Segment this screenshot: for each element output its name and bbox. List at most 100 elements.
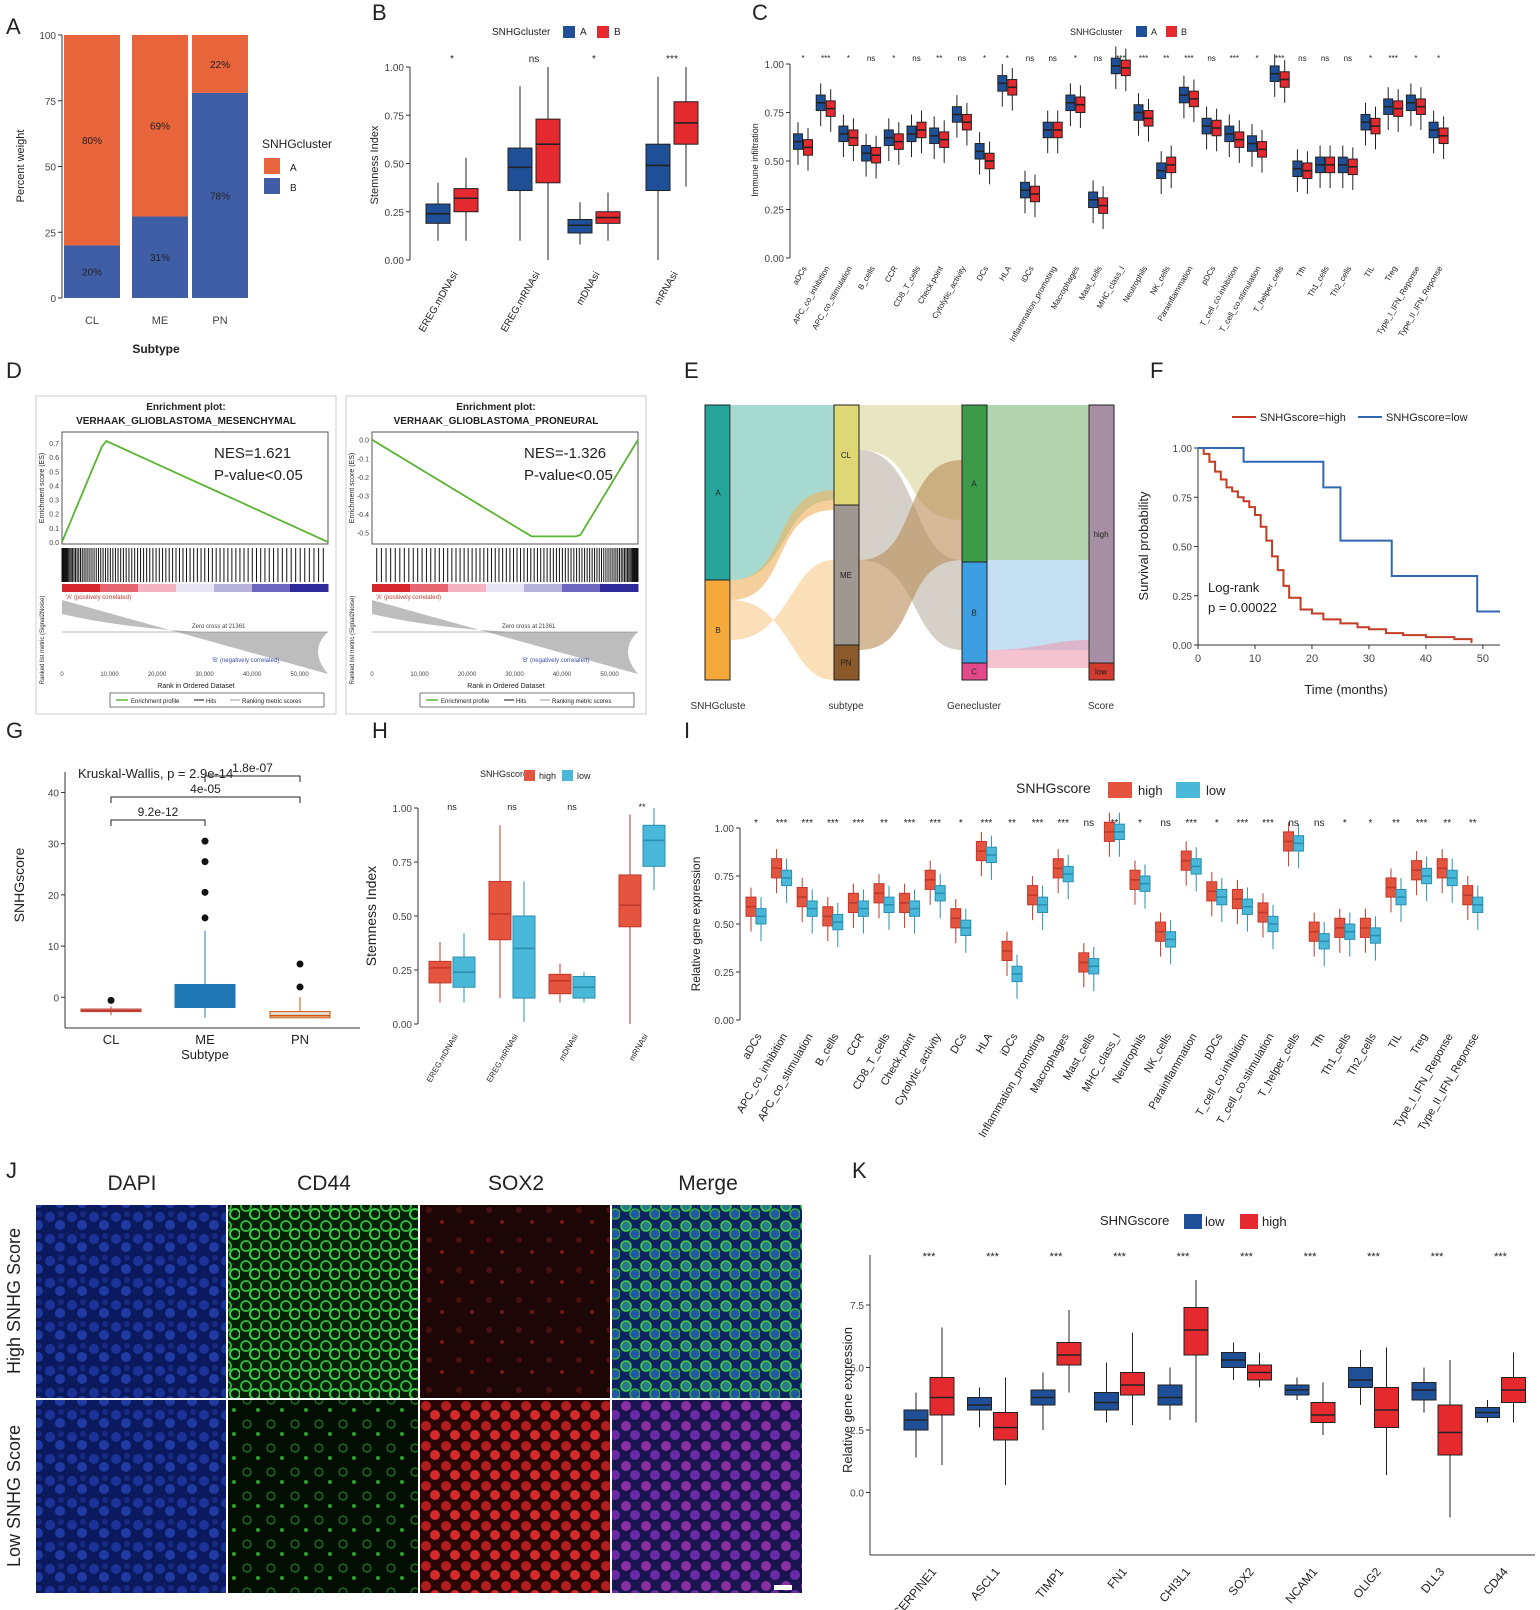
panelD2-legend-box — [419, 692, 635, 708]
panelE-flow — [731, 405, 834, 580]
panelK-ylabel: Relative gene expression — [840, 1327, 855, 1473]
panelD2-ytick-label: 0.0 — [359, 438, 369, 445]
panelA-ylabel: Percent weight — [15, 130, 27, 203]
panelH-xtick-label: EREG.mDNAsi — [425, 1032, 460, 1084]
panelD1-pos-label: 'A' (positively correlated) — [66, 595, 131, 601]
panelH-ytick-label: 1.00 — [393, 804, 413, 815]
panelC-signif: *** — [1139, 54, 1148, 63]
panelB-box-B-EREG.mDNAsi — [453, 188, 479, 213]
panelD2-rank-bar — [524, 584, 563, 592]
panelF-legend-label: SNHGscore=high — [1260, 412, 1346, 424]
panelG-bracket — [110, 796, 301, 803]
panelG-test-label: Kruskal-Wallis, p = 2.9e-14 — [78, 766, 233, 781]
panelA-bar-label: 80% — [82, 136, 102, 147]
panelD2-xtick-label: 20,000 — [458, 672, 477, 678]
panelD2-xtick-label: 10,000 — [410, 672, 429, 678]
panelK-box-high-TIMP1 — [1056, 1342, 1082, 1366]
panelH-xtick-label: mDNAsi — [557, 1032, 580, 1062]
panelI-signif: * — [959, 818, 963, 829]
panelH-ylabel: Stemness Index — [363, 866, 379, 966]
panelD2-ylabel-top: Enrichment score (ES) — [349, 453, 356, 523]
panelK-xtick-label: CHI3L1 — [1156, 1565, 1193, 1605]
panelI-signif: * — [1368, 818, 1372, 829]
panelA-bar-B-PN — [192, 92, 248, 298]
panelC-signif: * — [1437, 54, 1440, 63]
panelK-xtick-label: ASCL1 — [968, 1565, 1003, 1603]
panelC-signif: *** — [821, 54, 830, 63]
panelF-xtick-label: 40 — [1420, 653, 1432, 665]
panelE-stratum-label: A — [971, 480, 977, 489]
panelD2-xlabel: Rank in Ordered Dataset — [467, 683, 544, 690]
panelA-ytick-label: 100 — [39, 31, 56, 42]
panelJ-image-cd44-low — [228, 1400, 418, 1593]
panelD1-rank-bar — [176, 584, 215, 592]
panelE-stratum — [833, 644, 860, 681]
panelJ-image-cd44-high — [228, 1205, 418, 1398]
panelC-signif: * — [892, 54, 895, 63]
panelK-box-high-CHI3L1 — [1183, 1307, 1209, 1356]
panelC-signif: ns — [1298, 54, 1306, 63]
panelI-legend-swatch — [1176, 782, 1200, 798]
panelA-legend-title: SNHGcluster — [262, 137, 332, 151]
panelF-xtick-label: 30 — [1363, 653, 1375, 665]
panelG-box-ME — [174, 983, 236, 1009]
panelB-legend-swatch — [597, 26, 609, 38]
panelB-box-A-EREG.mRNAsi — [507, 147, 533, 192]
panelF-ytick-label: 0.25 — [1173, 592, 1193, 603]
panelD1-ytick-label: 0.1 — [49, 526, 59, 533]
panelB-xtick-label: EREG.mRNAsi — [499, 270, 542, 334]
panelI-signif: *** — [904, 818, 916, 829]
panelI-signif: ** — [1008, 818, 1016, 829]
panelC-ylabel: Immune infiltration — [750, 123, 760, 197]
panelH-signif: ns — [567, 802, 577, 812]
panelD1-legend-label: Enrichment profile — [131, 699, 180, 705]
panelI-xtick-label: TIL — [1386, 1032, 1404, 1052]
panelB-signif: * — [450, 54, 454, 65]
panelC-signif: * — [1074, 54, 1077, 63]
panelK-xtick-label: FN1 — [1105, 1565, 1131, 1592]
panelA-ytick-label: 25 — [45, 228, 57, 239]
panelB-xtick-label: mRNAsi — [653, 270, 681, 307]
panelH-ytick-label: 0.50 — [393, 912, 413, 923]
panelC-signif: ns — [867, 54, 875, 63]
panelI-signif: *** — [1032, 818, 1044, 829]
panelE-stratum-label: ME — [840, 571, 852, 580]
panelE-stratum-label: B — [971, 609, 976, 618]
panelK-box-high-SERPINE1 — [929, 1377, 955, 1416]
panelD2-rank-bar — [448, 584, 487, 592]
panelC-signif: ns — [1026, 54, 1034, 63]
panelD2-ytick-label: -0.4 — [357, 512, 369, 519]
panelD2-ytick-label: -0.1 — [357, 456, 369, 463]
panelK-xtick-label: SERPINE1 — [890, 1565, 939, 1610]
panelK-box-low-OLIG2 — [1348, 1367, 1373, 1388]
panelJ-row-label: Low SNHG Score — [4, 1425, 24, 1567]
panelK-xtick-label: SOX2 — [1225, 1565, 1257, 1599]
panelI-legend-label: high — [1138, 783, 1163, 798]
panelI-signif: * — [1343, 818, 1347, 829]
panel-letter-A: A — [6, 14, 21, 39]
panelK-box-high-DLL3 — [1437, 1404, 1463, 1456]
panelB-signif: *** — [666, 54, 678, 65]
panelD1-rank-bar — [100, 584, 139, 592]
panelE-stratum — [704, 579, 731, 681]
panelD2-legend-label: Hits — [516, 699, 526, 705]
panelJ-image-dapi-low — [36, 1400, 226, 1593]
panelG-outlier — [107, 996, 115, 1004]
panelK-box-low-CHI3L1 — [1157, 1384, 1183, 1406]
panelA-ytick-label: 0 — [50, 294, 56, 305]
panelK-signif: *** — [1240, 1251, 1254, 1263]
panelC-signif: * — [847, 54, 850, 63]
panelK-box-low-ASCL1 — [967, 1397, 992, 1411]
panelB-box-A-mRNAsi — [645, 143, 671, 192]
panelI-signif: * — [1215, 818, 1219, 829]
panelC-xtick-label: NK_cells — [1148, 265, 1172, 297]
panelA-legend-label: B — [290, 183, 297, 194]
panelD2-rank-bar — [600, 584, 639, 592]
panelE-flow — [987, 405, 1089, 560]
panelF-annotation: p = 0.00022 — [1208, 600, 1277, 615]
panelC-signif: *** — [1389, 54, 1398, 63]
panelD2-es-box — [371, 431, 639, 545]
panelK-signif: *** — [1367, 1251, 1381, 1263]
panelD2-ylabel-bottom: Ranked list metric (Signal2Noise) — [350, 596, 356, 685]
